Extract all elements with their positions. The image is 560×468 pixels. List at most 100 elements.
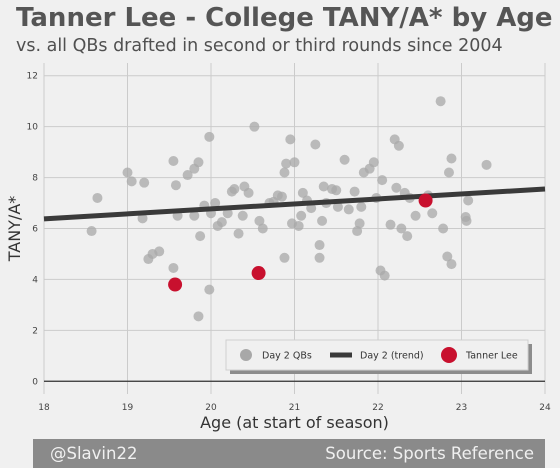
day2-qb-point	[438, 223, 449, 234]
legend-tanner-marker	[441, 347, 457, 363]
y-tick-label: 2	[32, 326, 38, 336]
day2-qb-point	[310, 139, 321, 150]
day2-qb-point	[285, 134, 296, 145]
day2-qb-point	[122, 167, 133, 178]
day2-qb-point	[137, 213, 148, 224]
day2-qb-point	[222, 208, 233, 219]
x-tick-label: 24	[539, 403, 551, 413]
chart-subtitle: vs. all QBs drafted in second or third r…	[16, 36, 503, 56]
legend-day2-label: Day 2 QBs	[262, 351, 312, 362]
day2-qb-point	[446, 153, 457, 164]
day2-qb-point	[139, 177, 150, 188]
day2-qb-point	[204, 284, 215, 295]
y-tick-label: 8	[32, 174, 38, 184]
legend-trend-label: Day 2 (trend)	[360, 351, 424, 362]
day2-qb-point	[332, 201, 343, 212]
day2-qb-point	[293, 220, 304, 231]
day2-qb-point	[317, 215, 328, 226]
day2-qb-point	[276, 191, 287, 202]
day2-qb-point	[281, 158, 292, 169]
x-tick-label: 21	[289, 403, 300, 413]
day2-qb-point	[237, 210, 248, 221]
x-axis-label: Age (at start of season)	[200, 413, 389, 432]
day2-qb-point	[443, 167, 454, 178]
day2-qb-point	[92, 192, 103, 203]
day2-qb-point	[86, 226, 97, 237]
day2-qb-point	[170, 180, 181, 191]
y-tick-label: 10	[27, 123, 39, 133]
day2-qb-point	[391, 182, 402, 193]
day2-qb-point	[193, 157, 204, 168]
x-tick-label: 18	[38, 403, 50, 413]
day2-qb-point	[349, 186, 360, 197]
x-tick-label: 23	[456, 403, 467, 413]
day2-qb-point	[318, 181, 329, 192]
trend-line	[43, 186, 546, 222]
day2-qb-point	[385, 219, 396, 230]
day2-qb-point	[343, 204, 354, 215]
tanner-lee-point	[251, 266, 266, 281]
day2-qb-point	[182, 170, 193, 181]
day2-qb-point	[243, 187, 254, 198]
x-tick-label: 20	[205, 403, 217, 413]
day2-qb-point	[297, 187, 308, 198]
day2-qb-point	[356, 201, 367, 212]
day2-qb-point	[377, 175, 388, 186]
day2-qb-point	[249, 121, 260, 132]
day2-qb-point	[352, 226, 363, 237]
day2-qb-point	[368, 157, 379, 168]
legend-box	[225, 339, 529, 371]
day2-qb-point	[279, 252, 290, 263]
day2-qb-point	[229, 184, 240, 195]
day2-qb-point	[168, 156, 179, 167]
day2-qb-point	[279, 167, 290, 178]
day2-qb-point	[126, 176, 137, 187]
footer-credit: @Slavin22	[50, 444, 138, 463]
day2-qb-point	[393, 140, 404, 151]
day2-qb-point	[314, 240, 325, 251]
day2-qb-point	[446, 259, 457, 270]
chart-marks	[43, 96, 546, 322]
day2-qb-point	[233, 228, 244, 239]
tanner-lee-point	[418, 193, 433, 208]
day2-qb-point	[339, 154, 350, 165]
day2-qb-point	[216, 217, 227, 228]
chart-title: Tanner Lee - College TANY/A* by Age	[16, 3, 553, 33]
day2-qb-point	[331, 185, 342, 196]
grid	[43, 63, 546, 394]
legend: Day 2 QBs Day 2 (trend) Tanner Lee	[225, 339, 532, 374]
day2-qb-point	[481, 159, 492, 170]
day2-qb-point	[254, 215, 265, 226]
x-tick-label: 19	[122, 403, 134, 413]
day2-qb-point	[189, 210, 200, 221]
day2-qb-point	[354, 218, 365, 229]
day2-qb-point	[296, 210, 307, 221]
day2-qb-point	[396, 223, 407, 234]
y-tick-label: 4	[32, 275, 38, 285]
day2-qb-point	[402, 231, 413, 242]
day2-qb-point	[410, 210, 421, 221]
y-tick-label: 12	[27, 72, 38, 82]
footer-source: Source: Sports Reference	[325, 444, 534, 463]
day2-qb-point	[193, 311, 204, 322]
day2-qb-point	[204, 131, 215, 142]
day2-qb-point	[257, 223, 268, 234]
day2-qb-point	[210, 198, 221, 209]
y-axis-label: TANY/A*	[5, 196, 24, 263]
footer-bar: @Slavin22 Source: Sports Reference	[33, 439, 545, 468]
day2-qb-point	[168, 262, 179, 273]
day2-qb-point	[154, 246, 165, 257]
day2-qb-point	[461, 215, 472, 226]
x-tick-label: 22	[372, 403, 383, 413]
day2-qb-point	[306, 203, 317, 214]
y-tick-label: 0	[32, 377, 38, 387]
legend-day2-marker	[240, 349, 252, 361]
day2-qb-point	[463, 195, 474, 206]
y-tick-label: 6	[32, 225, 38, 235]
tanner-lee-point	[168, 277, 183, 292]
legend-tanner-label: Tanner Lee	[465, 351, 518, 362]
day2-qb-point	[195, 231, 206, 242]
day2-qb-point	[427, 208, 438, 219]
